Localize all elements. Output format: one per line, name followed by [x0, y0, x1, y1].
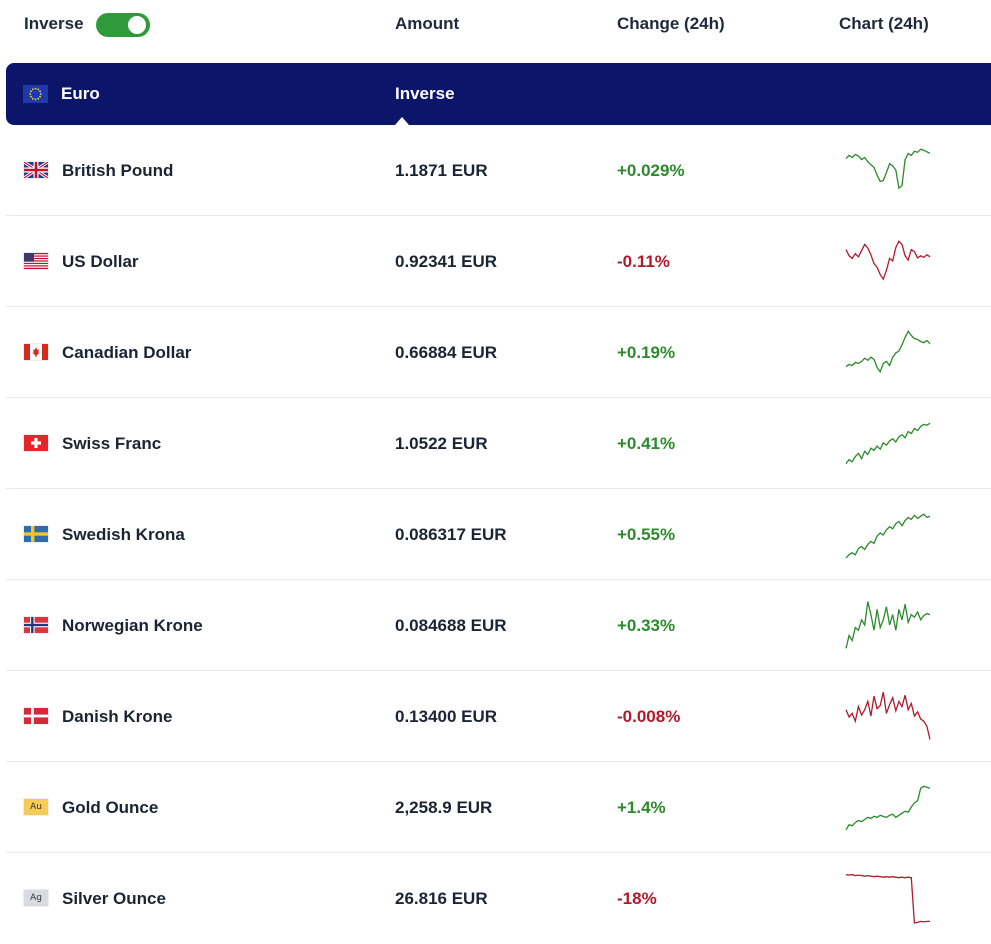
currency-change: +1.4% [617, 798, 666, 817]
eu-flag-icon [23, 85, 48, 103]
currency-name: Gold Ounce [62, 798, 159, 817]
currency-change: -0.008% [617, 707, 681, 726]
gold-symbol: Au [30, 802, 42, 812]
column-header-chart: Chart (24h) [839, 14, 929, 33]
currency-row[interactable]: British Pound 1.1871 EUR +0.029% [6, 125, 991, 216]
sparkline-chart [845, 422, 931, 465]
currency-amount: 26.816 EUR [395, 889, 488, 908]
sparkline-chart [845, 691, 931, 740]
currency-list: British Pound 1.1871 EUR +0.029% US Doll… [6, 125, 991, 944]
base-inverse-label: Inverse [395, 84, 455, 103]
ch-flag-icon [24, 435, 48, 451]
table-header: Inverse Amount Change (24h) Chart (24h) [0, 0, 991, 50]
currency-name: British Pound [62, 161, 174, 180]
currency-name: Danish Krone [62, 707, 173, 726]
sparkline-chart [845, 601, 931, 649]
currency-row[interactable]: Au Gold Ounce 2,258.9 EUR +1.4% [6, 762, 991, 853]
sparkline-line [845, 148, 931, 190]
caret-pointer [395, 117, 409, 125]
no-flag-icon [24, 617, 48, 633]
currency-name: Swedish Krona [62, 525, 185, 544]
gold-icon: Au [24, 799, 48, 815]
inverse-toggle[interactable] [96, 13, 150, 37]
currency-amount: 1.0522 EUR [395, 434, 488, 453]
sparkline-chart [845, 329, 931, 374]
currency-amount: 2,258.9 EUR [395, 798, 493, 817]
inverse-label: Inverse [24, 14, 84, 33]
sparkline-line [845, 873, 930, 924]
dk-flag-icon [24, 708, 48, 724]
sparkline-line [845, 240, 931, 281]
currency-row[interactable]: Danish Krone 0.13400 EUR -0.008% [6, 671, 991, 762]
sparkline-chart [845, 148, 931, 190]
currency-change: +0.55% [617, 525, 676, 544]
currency-change: +0.19% [617, 343, 676, 362]
currency-amount: 0.66884 EUR [395, 343, 498, 362]
sparkline-line [845, 785, 931, 831]
sparkline-line [845, 422, 931, 465]
currency-amount: 1.1871 EUR [395, 161, 488, 180]
currency-amount: 0.92341 EUR [395, 252, 498, 271]
toggle-knob [128, 16, 146, 34]
se-flag-icon [24, 526, 48, 542]
currency-name: Swiss Franc [62, 434, 162, 453]
currency-row[interactable]: Swedish Krona 0.086317 EUR +0.55% [6, 489, 991, 580]
currency-amount: 0.086317 EUR [395, 525, 507, 544]
silver-symbol: Ag [30, 893, 42, 903]
sparkline-chart [845, 873, 930, 924]
currency-row[interactable]: Norwegian Krone 0.084688 EUR +0.33% [6, 580, 991, 671]
currency-change: +0.41% [617, 434, 676, 453]
sparkline-line [845, 329, 931, 374]
currency-amount: 0.13400 EUR [395, 707, 498, 726]
currency-row[interactable]: Canadian Dollar 0.66884 EUR +0.19% [6, 307, 991, 398]
column-header-change: Change (24h) [617, 14, 725, 33]
currency-name: Silver Ounce [62, 889, 166, 908]
silver-icon: Ag [24, 890, 48, 906]
currency-name: Canadian Dollar [62, 343, 192, 362]
currency-amount: 0.084688 EUR [395, 616, 507, 635]
currency-change: +0.029% [617, 161, 685, 180]
currency-row[interactable]: Ag Silver Ounce 26.816 EUR -18% [6, 853, 991, 944]
currency-row[interactable]: Swiss Franc 1.0522 EUR +0.41% [6, 398, 991, 489]
sparkline-chart [845, 785, 931, 831]
currency-row[interactable]: US Dollar 0.92341 EUR -0.11% [6, 216, 991, 307]
ca-flag-icon [24, 344, 48, 360]
base-currency-row[interactable]: Euro Inverse [6, 63, 991, 125]
sparkline-line [845, 601, 931, 649]
currency-change: -18% [617, 889, 657, 908]
base-currency-name: Euro [61, 84, 100, 103]
sparkline-line [845, 513, 931, 559]
currency-name: Norwegian Krone [62, 616, 203, 635]
sparkline-line [845, 691, 931, 740]
sparkline-chart [845, 240, 931, 281]
sparkline-chart [845, 513, 931, 559]
currency-name: US Dollar [62, 252, 139, 271]
currency-change: +0.33% [617, 616, 676, 635]
column-header-amount: Amount [395, 14, 460, 33]
currency-change: -0.11% [617, 252, 670, 271]
us-flag-icon [24, 253, 48, 269]
gb-flag-icon [24, 162, 48, 178]
